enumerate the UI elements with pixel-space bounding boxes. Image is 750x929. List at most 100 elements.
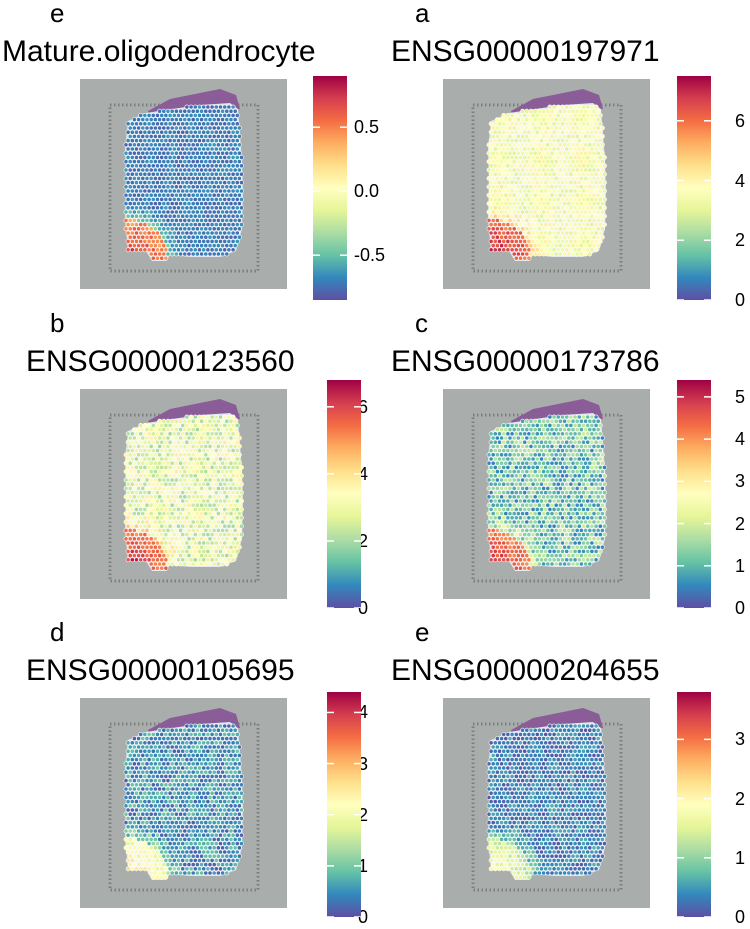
spot <box>132 134 137 139</box>
spot <box>511 494 517 500</box>
spot <box>530 481 536 487</box>
spot <box>127 494 133 500</box>
spot <box>581 238 586 244</box>
spot <box>524 251 530 257</box>
spot <box>583 736 588 741</box>
spot <box>551 490 557 495</box>
spot <box>218 481 223 487</box>
spot <box>150 532 156 537</box>
spot <box>174 519 179 525</box>
spot <box>528 460 534 466</box>
spot <box>501 732 507 737</box>
spot <box>593 431 599 437</box>
spot <box>205 238 211 244</box>
spot <box>155 431 160 437</box>
spatial-map <box>80 389 287 599</box>
spot <box>140 226 146 232</box>
spot <box>236 234 242 240</box>
spot <box>129 456 135 462</box>
spot <box>589 431 595 437</box>
spot <box>528 561 534 567</box>
spot <box>146 799 152 804</box>
spot <box>234 205 240 211</box>
spot <box>583 435 588 441</box>
spot <box>127 820 133 825</box>
spot <box>201 765 207 771</box>
spot <box>558 511 563 516</box>
spot <box>551 222 557 227</box>
spot <box>148 561 154 567</box>
spot <box>497 532 502 537</box>
spot <box>537 117 542 122</box>
spot <box>490 536 496 542</box>
spot <box>144 811 150 817</box>
spot <box>205 774 211 779</box>
spot <box>169 853 175 859</box>
spot <box>155 247 160 253</box>
spot <box>526 188 532 194</box>
spot <box>209 740 215 746</box>
spot <box>155 180 160 185</box>
spot <box>171 138 177 143</box>
spot <box>583 486 588 491</box>
spot <box>184 448 190 453</box>
spot <box>169 862 175 867</box>
spot <box>495 460 500 466</box>
spot <box>234 507 240 512</box>
spot <box>180 740 186 746</box>
spot <box>146 247 152 253</box>
spot <box>163 490 169 495</box>
spot <box>230 807 236 813</box>
spot <box>190 452 196 458</box>
spot <box>534 465 540 470</box>
spot <box>157 192 162 198</box>
spot <box>218 757 223 762</box>
spot <box>541 209 546 215</box>
spot <box>171 557 177 563</box>
spot <box>178 192 183 198</box>
spot <box>201 866 207 872</box>
spot <box>188 857 194 863</box>
spot <box>226 113 232 118</box>
spot <box>195 477 200 483</box>
spot <box>553 176 559 181</box>
spot <box>157 769 162 775</box>
spot <box>153 761 158 767</box>
spot <box>192 197 198 202</box>
spot <box>138 740 144 746</box>
spot <box>215 795 221 800</box>
spot <box>209 205 215 211</box>
spot <box>486 486 492 491</box>
spot <box>589 507 595 512</box>
spot <box>186 527 192 533</box>
spot <box>201 481 207 487</box>
spot <box>578 527 584 533</box>
spot <box>541 243 546 248</box>
spot <box>171 765 177 771</box>
spot <box>209 188 215 194</box>
spot <box>499 192 504 198</box>
spot <box>159 498 165 504</box>
spot <box>218 448 223 453</box>
spot <box>125 146 131 152</box>
spot <box>553 561 559 567</box>
spot <box>211 486 217 491</box>
spot <box>507 226 513 232</box>
spot <box>499 427 504 432</box>
spot <box>543 213 549 219</box>
spot <box>574 125 580 131</box>
spot <box>209 816 215 821</box>
spot <box>146 138 152 143</box>
spot <box>148 209 154 215</box>
spot <box>593 498 599 504</box>
spot <box>159 523 165 529</box>
spot <box>129 121 135 127</box>
spot <box>171 431 177 437</box>
spot <box>222 790 228 796</box>
spot <box>132 477 137 483</box>
spot <box>211 150 217 156</box>
spot <box>602 213 607 219</box>
spot <box>230 515 236 521</box>
spot <box>522 515 528 521</box>
spot <box>228 494 234 500</box>
